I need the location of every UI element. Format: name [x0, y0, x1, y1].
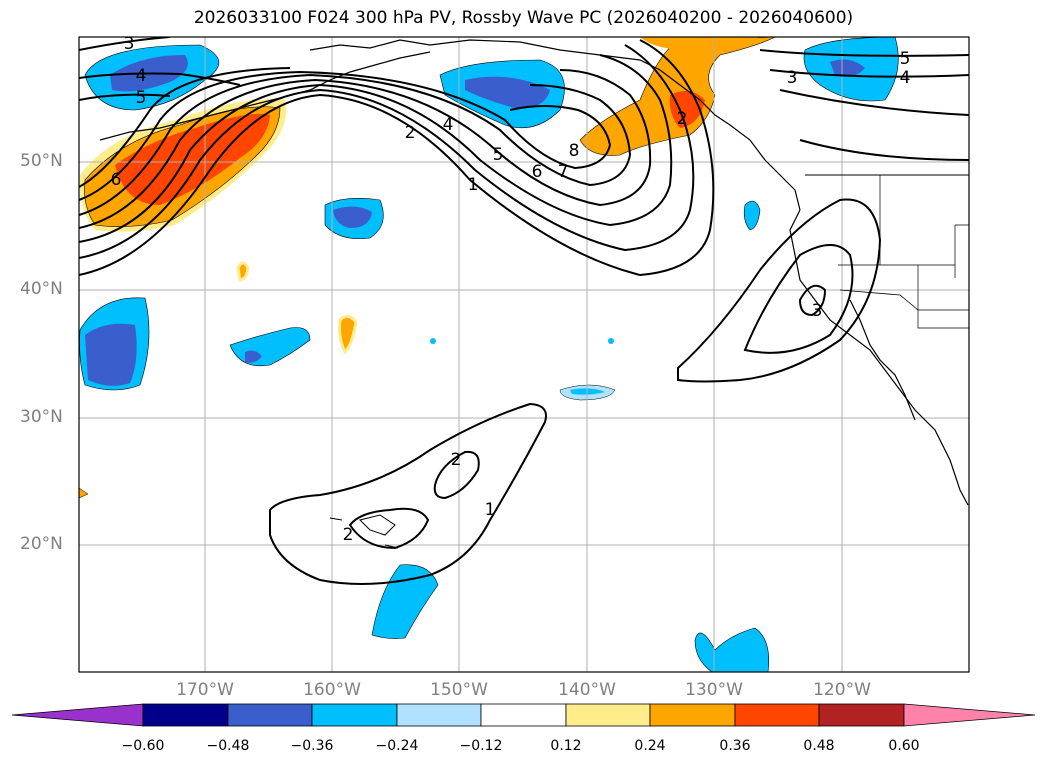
colorbar-tick-label: 0.24	[634, 738, 666, 754]
colorbar-tick-label: −0.24	[375, 738, 419, 754]
lon-label: 130°W	[685, 680, 743, 700]
colorbar-cell	[311, 703, 398, 727]
contour-pacific-3	[798, 284, 827, 317]
contour-label: 7	[558, 162, 569, 182]
contour-label: 4	[443, 115, 454, 135]
lat-label: 40°N	[20, 279, 63, 299]
anomaly-west-small	[236, 261, 250, 282]
colorbar-cell	[734, 703, 820, 727]
contour-top-west	[79, 37, 171, 51]
contour-main-wave-1	[79, 39, 715, 277]
contour-label: 4	[136, 66, 147, 86]
contour-label: 2	[405, 123, 416, 143]
contour-subtropic-2	[433, 450, 480, 500]
colorbar-tick-label: −0.36	[290, 738, 334, 754]
contour-main-wave-5	[79, 73, 632, 216]
state-borders	[838, 175, 969, 329]
colorbar-tick-label: 0.60	[888, 738, 920, 754]
contour-main-wave-2	[79, 44, 695, 259]
lon-label: 170°W	[176, 680, 234, 700]
plot-frame	[78, 36, 970, 673]
colorbar-cell	[649, 703, 736, 727]
contour-label: 2	[343, 525, 354, 545]
contour-label: 5	[493, 145, 504, 165]
contour-labels: 3 4 5 6 2 4 5 6 7 8 1 5 4 3 2 3 1 2 2	[111, 34, 911, 545]
colorbar-tick-label: 0.48	[803, 738, 835, 754]
contour-ne-1	[759, 49, 969, 57]
negative-anomaly-areas	[79, 37, 899, 672]
contour-label: 5	[136, 88, 147, 108]
contour-label: 2	[677, 109, 688, 129]
hawaii-islands	[329, 514, 399, 549]
alaska-coast	[309, 39, 801, 211]
west-coast	[789, 209, 969, 506]
lon-label: 140°W	[558, 680, 616, 700]
colorbar-tick-label: −0.12	[459, 738, 503, 754]
contour-label: 3	[787, 68, 798, 88]
contour-label: 3	[812, 301, 823, 321]
positive-anomaly-areas	[79, 37, 776, 499]
colorbar-cell	[142, 703, 229, 727]
contour-label: 3	[124, 34, 135, 54]
lon-label: 160°W	[303, 680, 361, 700]
anomaly-central-west	[229, 327, 311, 367]
contour-pacific-1	[677, 198, 882, 383]
colorbar-cell	[11, 703, 144, 727]
lat-label: 20°N	[20, 534, 63, 554]
contour-top-west-3	[79, 93, 171, 101]
contour-main-wave-3	[79, 54, 673, 243]
map-title: 2026033100 F024 300 hPa PV, Rossby Wave …	[193, 8, 854, 28]
colorbar-cell	[227, 703, 313, 727]
us-mexico-border	[839, 289, 969, 311]
contour-main-wave-4	[79, 69, 652, 229]
contour-pacific-2	[743, 244, 854, 354]
contour-label: 8	[569, 141, 580, 161]
contour-label: 6	[532, 162, 543, 182]
contour-label: 1	[485, 500, 496, 520]
graticule	[79, 37, 969, 672]
rossby-pc-contours	[79, 37, 969, 585]
anomaly-oregon	[743, 200, 761, 231]
colorbar-cell	[818, 703, 905, 727]
anomaly-central-small	[338, 315, 358, 355]
contour-ne-3	[779, 89, 969, 116]
contour-ne-4	[799, 139, 969, 161]
shaded-pv-field	[79, 37, 899, 672]
lon-label: 120°W	[813, 680, 871, 700]
colorbar-tick-label: −0.60	[121, 738, 165, 754]
lat-label: 30°N	[20, 407, 63, 427]
contour-ne-2	[769, 69, 969, 78]
colorbar-tick-label: 0.36	[719, 738, 751, 754]
contour-top-west-2	[79, 72, 241, 86]
colorbar-cell	[396, 703, 482, 727]
contour-subtropic-3	[348, 507, 430, 550]
baja-coast	[849, 299, 916, 421]
contour-main-wave-6	[79, 70, 612, 201]
contour-main-wave-7	[79, 67, 291, 188]
colorbar-cell	[480, 703, 567, 727]
colorbar-tick-label: 0.12	[550, 738, 582, 754]
colorbar-tick-label: −0.48	[206, 738, 250, 754]
contour-label: 5	[900, 49, 911, 69]
colorbar-cell	[903, 703, 1036, 727]
anomaly-south-bottom	[694, 627, 769, 672]
lon-label: 150°W	[430, 680, 488, 700]
lat-label: 50°N	[20, 151, 63, 171]
colorbar	[11, 703, 1036, 727]
contour-subtropic-1	[269, 402, 547, 585]
contour-label: 1	[468, 175, 479, 195]
contour-label: 6	[111, 170, 122, 190]
colorbar-cell	[565, 703, 651, 727]
contour-label: 2	[451, 450, 462, 470]
contour-label: 4	[900, 68, 911, 88]
